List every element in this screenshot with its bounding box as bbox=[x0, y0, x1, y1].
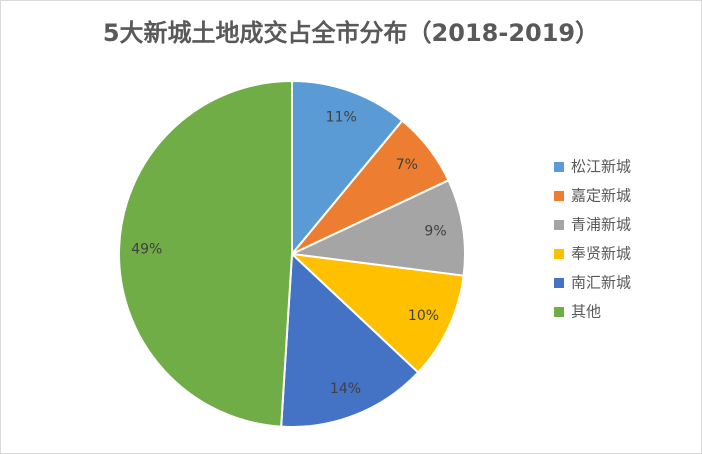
data-label: 49% bbox=[131, 241, 162, 257]
data-label: 14% bbox=[330, 381, 361, 397]
legend-label: 其他 bbox=[571, 303, 601, 321]
legend-swatch bbox=[554, 249, 564, 259]
legend-label: 南汇新城 bbox=[571, 274, 631, 292]
pie-slice bbox=[288, 179, 466, 277]
legend-label: 松江新城 bbox=[571, 158, 631, 176]
legend-swatch bbox=[554, 191, 564, 201]
data-label: 11% bbox=[326, 109, 357, 125]
legend-swatch bbox=[554, 220, 564, 230]
pie-slice bbox=[289, 252, 465, 374]
data-label: 10% bbox=[408, 308, 439, 324]
legend-swatch bbox=[554, 278, 564, 288]
pie-slice bbox=[280, 251, 420, 428]
legend-label: 奉贤新城 bbox=[571, 245, 631, 263]
pie-slice bbox=[117, 79, 293, 428]
data-label: 9% bbox=[424, 223, 446, 239]
legend-label: 嘉定新城 bbox=[571, 187, 631, 205]
chart-title: 5大新城土地成交占全市分布（2018-2019） bbox=[103, 19, 599, 47]
legend-label: 青浦新城 bbox=[571, 216, 631, 234]
legend-swatch bbox=[554, 307, 564, 317]
legend-swatch bbox=[554, 162, 564, 172]
pie-slice bbox=[291, 79, 404, 257]
data-label: 7% bbox=[396, 157, 418, 173]
